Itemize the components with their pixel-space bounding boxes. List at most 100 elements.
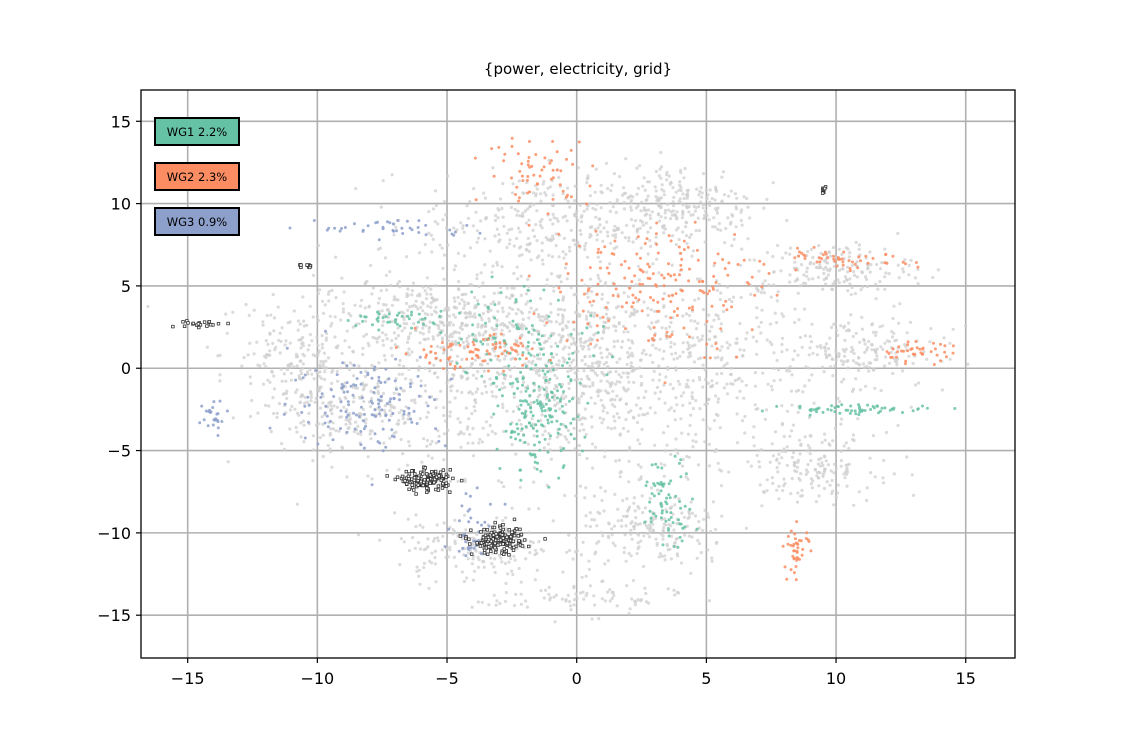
background-point bbox=[610, 596, 614, 601]
series-point bbox=[381, 316, 385, 320]
series-point bbox=[460, 504, 464, 508]
background-point bbox=[421, 285, 425, 289]
background-point bbox=[653, 391, 657, 395]
series-point bbox=[410, 326, 414, 330]
series-point bbox=[577, 244, 581, 248]
background-point bbox=[612, 339, 616, 344]
series-point bbox=[594, 229, 598, 233]
background-point bbox=[848, 251, 852, 255]
series-point bbox=[532, 173, 536, 177]
background-point bbox=[633, 599, 637, 603]
background-point bbox=[488, 249, 492, 253]
background-point bbox=[341, 302, 345, 306]
background-point bbox=[538, 220, 542, 224]
background-point bbox=[798, 478, 802, 482]
series-point bbox=[409, 313, 413, 317]
background-point bbox=[622, 291, 626, 295]
background-point bbox=[634, 403, 639, 407]
background-point bbox=[753, 403, 757, 407]
background-point bbox=[824, 265, 828, 269]
background-point bbox=[610, 403, 615, 407]
series-point bbox=[355, 377, 359, 381]
background-point bbox=[503, 561, 507, 566]
background-point bbox=[612, 172, 617, 176]
background-point bbox=[371, 286, 375, 290]
background-point bbox=[869, 263, 873, 267]
background-point bbox=[668, 382, 673, 386]
background-point bbox=[662, 305, 666, 309]
highlight-point bbox=[186, 321, 190, 325]
series-point bbox=[303, 373, 307, 377]
background-point bbox=[295, 430, 299, 434]
series-point bbox=[495, 324, 499, 328]
background-point bbox=[700, 195, 704, 199]
background-point bbox=[833, 426, 837, 430]
background-point bbox=[346, 426, 350, 431]
background-point bbox=[444, 213, 448, 217]
background-point bbox=[793, 469, 797, 473]
background-point bbox=[561, 320, 565, 325]
background-point bbox=[600, 370, 604, 374]
background-point bbox=[874, 282, 878, 286]
background-point bbox=[720, 371, 724, 376]
background-point bbox=[472, 187, 476, 191]
background-point bbox=[793, 349, 797, 353]
background-point bbox=[617, 458, 622, 462]
series-point bbox=[668, 335, 672, 339]
background-point bbox=[669, 180, 673, 185]
series-point bbox=[800, 251, 804, 255]
background-point bbox=[796, 291, 800, 295]
background-point bbox=[868, 270, 872, 274]
background-point bbox=[625, 584, 629, 588]
background-point bbox=[462, 254, 467, 258]
series-point bbox=[549, 407, 553, 411]
background-point bbox=[630, 537, 634, 541]
background-point bbox=[721, 366, 725, 370]
background-point bbox=[297, 413, 301, 417]
background-point bbox=[550, 255, 555, 259]
background-point bbox=[818, 344, 823, 348]
background-point bbox=[681, 350, 685, 354]
background-point bbox=[525, 605, 530, 609]
background-point bbox=[517, 566, 521, 571]
series-point bbox=[691, 497, 694, 501]
background-point bbox=[284, 339, 288, 343]
background-point bbox=[618, 380, 622, 384]
background-point bbox=[668, 325, 672, 329]
background-point bbox=[669, 210, 673, 214]
background-point bbox=[660, 326, 664, 330]
series-point bbox=[359, 405, 363, 409]
series-point bbox=[679, 506, 683, 510]
background-point bbox=[586, 295, 590, 299]
legend-swatch bbox=[154, 207, 240, 236]
series-point bbox=[540, 168, 544, 172]
background-point bbox=[581, 391, 585, 395]
series-point bbox=[536, 461, 539, 465]
background-point bbox=[563, 493, 567, 498]
background-point bbox=[588, 511, 592, 515]
background-point bbox=[499, 556, 503, 560]
background-point bbox=[804, 365, 808, 369]
background-point bbox=[789, 389, 794, 393]
background-point bbox=[879, 389, 883, 393]
background-point bbox=[414, 513, 418, 517]
background-point bbox=[275, 411, 279, 415]
background-point bbox=[539, 419, 543, 423]
background-point bbox=[846, 247, 850, 251]
background-point bbox=[401, 416, 405, 421]
background-point bbox=[797, 438, 802, 442]
series-point bbox=[892, 406, 896, 410]
background-point bbox=[402, 389, 406, 393]
background-point bbox=[734, 341, 738, 345]
background-point bbox=[357, 322, 361, 326]
background-point bbox=[553, 398, 557, 402]
background-point bbox=[639, 246, 643, 250]
highlight-point bbox=[512, 517, 517, 522]
series-point bbox=[339, 409, 343, 413]
background-point bbox=[567, 386, 571, 391]
background-point bbox=[557, 255, 561, 259]
background-point bbox=[637, 545, 641, 549]
series-point bbox=[546, 421, 550, 425]
background-point bbox=[483, 384, 488, 388]
background-point bbox=[512, 554, 516, 559]
